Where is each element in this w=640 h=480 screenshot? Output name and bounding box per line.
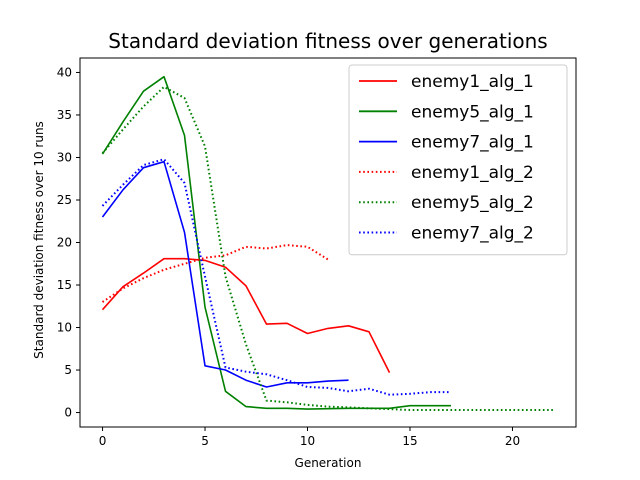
y-tick-label: 10 [57, 321, 72, 335]
x-axis-ticks: 0 5 10 15 20 [99, 427, 520, 448]
y-axis-label: Standard deviation fitness over 10 runs [32, 121, 46, 359]
legend-label: enemy7_alg_2 [411, 224, 534, 244]
y-tick-label: 25 [57, 193, 72, 207]
series-line-enemy5_alg_2 [101, 85, 554, 411]
y-tick-label: 15 [57, 278, 72, 292]
y-tick-label: 40 [57, 65, 72, 79]
y-tick-label: 35 [57, 108, 72, 122]
series-line-enemy7_alg_2 [101, 158, 451, 396]
plot-lines [101, 75, 554, 411]
series-line-enemy5_alg_1 [101, 75, 451, 410]
x-tick-label: 15 [402, 434, 417, 448]
legend-label: enemy5_alg_2 [411, 193, 534, 213]
series-line-enemy1_alg_2 [101, 244, 329, 303]
x-tick-label: 0 [99, 434, 107, 448]
series-line-enemy1_alg_1 [101, 257, 391, 373]
x-tick-label: 5 [201, 434, 209, 448]
x-axis-label: Generation [295, 456, 362, 470]
x-tick-label: 10 [300, 434, 315, 448]
y-tick-label: 5 [64, 363, 72, 377]
legend: enemy1_alg_1 enemy5_alg_1 enemy7_alg_1enem… [348, 64, 568, 256]
legend-label: enemy7_alg_1 [411, 133, 534, 153]
x-tick-label: 20 [505, 434, 520, 448]
legend-label: enemy1_alg_2 [411, 163, 534, 183]
legend-label: enemy1_alg_1 [411, 72, 534, 92]
legend-box [348, 64, 568, 256]
y-tick-label: 30 [57, 150, 72, 164]
y-axis-ticks: 0 5 10 15 20 25 30 35 40 [57, 65, 80, 420]
y-tick-label: 20 [57, 236, 72, 250]
chart-title: Standard deviation fitness over generati… [108, 29, 547, 53]
legend-label: enemy5_alg_1 [411, 102, 534, 122]
y-tick-label: 0 [64, 406, 72, 420]
series-line-enemy7_alg_1 [101, 160, 349, 388]
